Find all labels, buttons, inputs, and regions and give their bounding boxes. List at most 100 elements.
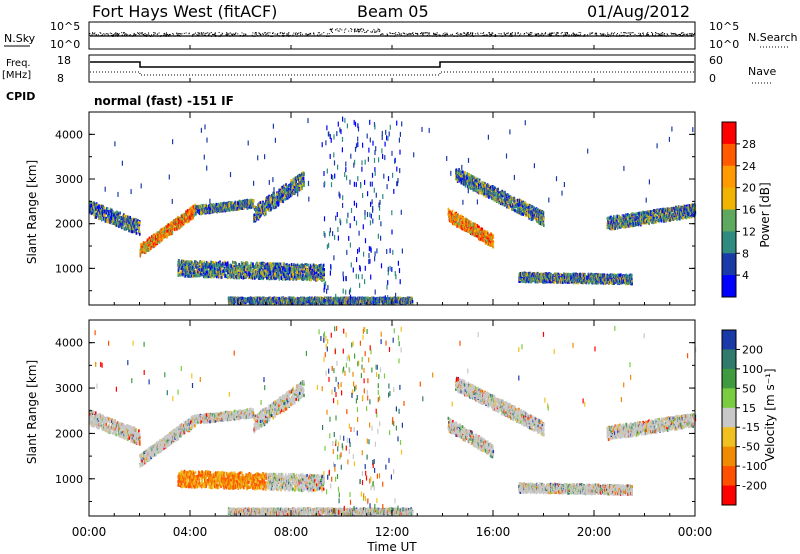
range-gate-cell bbox=[644, 221, 647, 225]
nsky-point bbox=[234, 34, 236, 35]
range-gate-cell bbox=[470, 176, 473, 180]
range-gate-cell bbox=[144, 247, 146, 251]
range-gate-cell bbox=[142, 247, 144, 251]
range-gate-cell bbox=[536, 218, 539, 221]
range-gate-cell bbox=[121, 216, 123, 220]
nsky-point bbox=[287, 34, 289, 36]
nsky-point bbox=[386, 33, 388, 35]
nsky-point bbox=[507, 32, 509, 34]
range-gate-cell bbox=[159, 237, 161, 241]
nsky-point bbox=[463, 32, 465, 33]
range-gate-cell bbox=[285, 197, 288, 201]
nsky-point bbox=[226, 33, 228, 35]
range-gate-cell bbox=[255, 209, 257, 213]
nsky-point bbox=[293, 32, 295, 34]
range-gate-cell bbox=[265, 200, 268, 204]
nsky-point bbox=[254, 33, 256, 35]
nsky-point bbox=[164, 33, 165, 35]
range-gate-cell bbox=[542, 220, 545, 224]
nsky-point bbox=[135, 34, 137, 36]
range-gate-cell bbox=[474, 176, 477, 180]
nsky-point bbox=[105, 33, 107, 35]
nsky-point bbox=[208, 33, 210, 35]
nsky-point bbox=[336, 28, 338, 30]
nsky-point bbox=[331, 31, 333, 33]
nsky-point bbox=[506, 32, 508, 34]
range-gate-cell bbox=[140, 245, 142, 249]
nsky-point bbox=[655, 32, 656, 34]
nsky-point bbox=[181, 33, 183, 35]
range-gate-cell bbox=[499, 191, 502, 194]
range-gate-cell bbox=[451, 220, 453, 224]
range-gate-cell bbox=[241, 204, 244, 208]
nsky-point bbox=[144, 33, 146, 34]
range-gate-cell bbox=[296, 177, 299, 181]
range-gate-cell bbox=[218, 208, 220, 212]
range-gate-cell bbox=[459, 179, 462, 183]
range-gate-cell bbox=[644, 211, 646, 215]
range-gate-cell bbox=[297, 186, 299, 190]
nsky-point bbox=[623, 34, 625, 36]
range-gate-cell bbox=[288, 184, 291, 188]
cpid-label: CPID bbox=[6, 90, 35, 103]
nsky-point bbox=[660, 33, 662, 34]
nsky-point bbox=[420, 33, 422, 34]
range-gate-cell bbox=[628, 224, 631, 228]
range-gate-cell bbox=[139, 221, 141, 225]
range-gate-cell bbox=[539, 209, 541, 213]
nsky-point bbox=[353, 28, 355, 30]
range-gate-cell bbox=[215, 207, 218, 210]
nsky-point bbox=[213, 34, 215, 35]
range-gate-cell bbox=[279, 196, 281, 200]
nsky-point bbox=[675, 34, 677, 36]
nsky-point bbox=[339, 28, 341, 30]
nsky-point bbox=[551, 33, 552, 35]
range-gate-cell bbox=[131, 230, 133, 233]
range-gate-cell bbox=[141, 242, 143, 246]
range-gate-cell bbox=[111, 208, 113, 212]
range-gate-cell bbox=[117, 223, 119, 227]
nsky-point bbox=[153, 34, 155, 36]
nsky-point bbox=[466, 33, 468, 35]
range-gate-cell bbox=[274, 200, 276, 204]
range-gate-cell bbox=[492, 235, 495, 239]
range-gate-cell bbox=[161, 231, 163, 235]
nsky-point bbox=[164, 34, 166, 36]
nsky-point bbox=[251, 34, 253, 36]
range-gate-cell bbox=[108, 216, 111, 220]
range-gate-cell bbox=[538, 219, 541, 223]
range-gate-cell bbox=[108, 211, 110, 214]
nsky-point bbox=[234, 33, 236, 35]
range-gate-cell bbox=[268, 208, 270, 212]
nsky-point bbox=[480, 32, 482, 34]
nsky-point bbox=[587, 34, 589, 36]
nsky-tick-low: 10^0 bbox=[50, 38, 80, 51]
range-gate-cell bbox=[462, 219, 464, 223]
range-gate-cell bbox=[94, 202, 97, 206]
range-gate-cell bbox=[609, 220, 611, 224]
range-gate-cell bbox=[95, 213, 97, 217]
nsky-point bbox=[220, 34, 222, 36]
nsky-point bbox=[490, 34, 492, 36]
range-gate-cell bbox=[249, 203, 252, 207]
range-gate-cell bbox=[122, 219, 125, 223]
range-gate-cell bbox=[465, 229, 467, 232]
range-gate-cell bbox=[93, 208, 95, 212]
nsky-point bbox=[509, 34, 511, 36]
nsky-point bbox=[466, 32, 468, 34]
range-gate-cell bbox=[533, 210, 535, 214]
nsky-point bbox=[572, 33, 574, 35]
range-gate-cell bbox=[658, 211, 660, 215]
nsky-point bbox=[214, 32, 216, 34]
nsky-point bbox=[686, 34, 688, 36]
range-gate-cell bbox=[245, 199, 247, 203]
nsky-point bbox=[176, 33, 178, 35]
nsky-point bbox=[97, 34, 99, 36]
range-gate-cell bbox=[523, 207, 526, 211]
nsky-point bbox=[140, 32, 142, 34]
nsky-point bbox=[471, 32, 473, 34]
range-gate-cell bbox=[269, 207, 271, 211]
range-gate-cell bbox=[661, 210, 664, 214]
range-gate-cell bbox=[498, 199, 501, 203]
range-gate-cell bbox=[638, 212, 640, 216]
